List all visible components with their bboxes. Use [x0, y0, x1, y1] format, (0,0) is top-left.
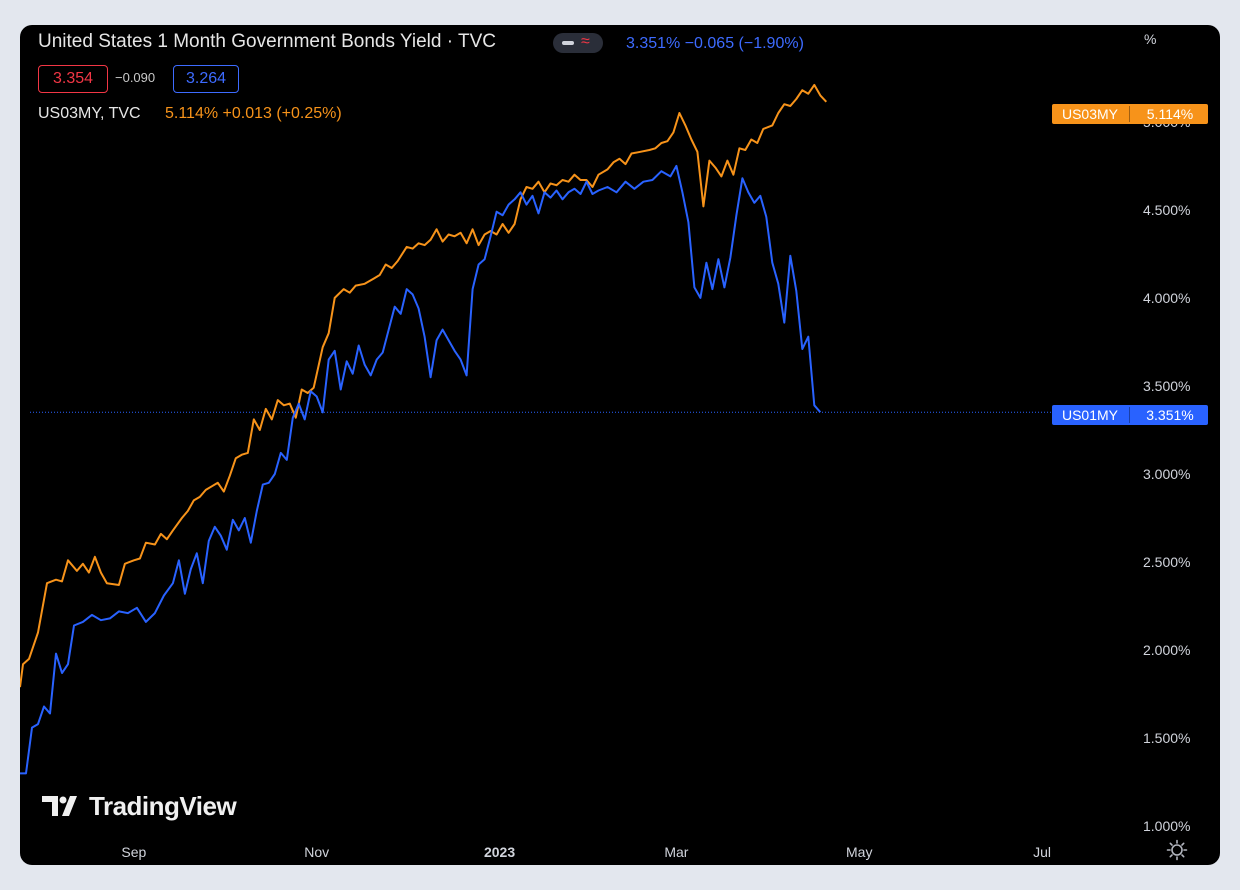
compare-symbol-label[interactable]: US03MY, TVC: [38, 105, 141, 122]
price-tag-value: 3.351%: [1146, 407, 1194, 423]
chart-frame: % 1.000% 1.500% 2.000% 2.500% 3.000% 3.500% 4.0…: [20, 25, 1220, 865]
price-tag-symbol: US03MY: [1061, 106, 1119, 122]
ask-price-button[interactable]: 3.264: [173, 65, 239, 93]
tradingview-logo-icon: [42, 796, 77, 816]
y-tick-label: 3.500%: [1143, 378, 1190, 394]
y-axis-unit-label: %: [1144, 31, 1156, 47]
price-tag-us03my: US03MY 5.114%: [1052, 104, 1208, 124]
price-tag-symbol: US01MY: [1061, 407, 1119, 423]
compare-mode-toggle[interactable]: ≈: [553, 33, 603, 53]
price-tag-value: 5.114%: [1146, 106, 1194, 122]
y-tick-label: 4.000%: [1143, 290, 1190, 306]
y-tick-label: 1.000%: [1143, 818, 1190, 834]
y-tick-label: 3.000%: [1143, 466, 1190, 482]
x-tick-label: Sep: [121, 844, 146, 860]
gear-icon[interactable]: [1166, 839, 1188, 861]
x-tick-label: Nov: [304, 844, 329, 860]
spread-value: −0.090: [115, 70, 156, 85]
chart-plot[interactable]: % 1.000% 1.500% 2.000% 2.500% 3.000% 3.500% 4.0…: [20, 25, 1220, 865]
y-tick-label: 2.000%: [1143, 642, 1190, 658]
main-quote: 3.351% −0.065 (−1.90%): [626, 35, 804, 52]
compare-quote: 5.114% +0.013 (+0.25%): [165, 105, 342, 122]
x-tick-label: May: [846, 844, 872, 860]
y-tick-label: 2.500%: [1143, 554, 1190, 570]
y-tick-label: 4.500%: [1143, 202, 1190, 218]
price-tag-divider: [1129, 106, 1130, 122]
series-line-us03my: [20, 83, 828, 688]
tradingview-wordmark: TradingView: [89, 791, 237, 821]
approx-icon: ≈: [581, 33, 590, 50]
x-tick-label: Mar: [664, 844, 688, 860]
y-tick-label: 1.500%: [1143, 730, 1190, 746]
series-line-us01my: [20, 164, 822, 775]
price-tag-divider: [1129, 407, 1130, 423]
price-tag-us01my: US01MY 3.351%: [1052, 405, 1208, 425]
bid-price-button[interactable]: 3.354: [38, 65, 108, 93]
x-tick-label: Jul: [1033, 844, 1051, 860]
x-tick-label: 2023: [484, 844, 515, 860]
minus-icon: [562, 41, 574, 45]
chart-title[interactable]: United States 1 Month Government Bonds Y…: [38, 31, 496, 52]
